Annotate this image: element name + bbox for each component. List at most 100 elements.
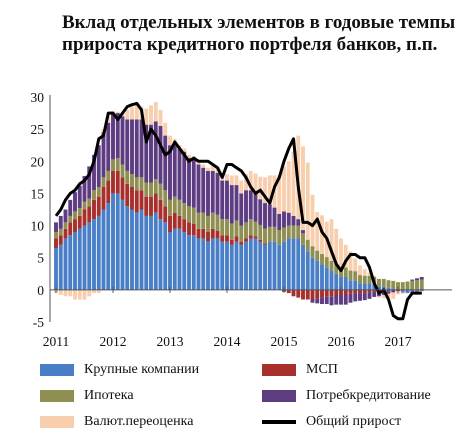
legend-label-valyut: Валют.переоценка	[84, 414, 194, 429]
bar-segment	[125, 183, 130, 207]
bar-segment	[125, 109, 130, 120]
bar-segment	[310, 289, 315, 300]
bar-segment	[329, 270, 334, 290]
bar-segment	[301, 146, 305, 231]
bar-segment	[244, 174, 248, 191]
bar-segment	[82, 209, 87, 226]
bar-segment	[320, 289, 324, 298]
x-tick-label: 2014	[214, 334, 241, 349]
bar-segment	[111, 159, 115, 171]
bar-segment	[210, 164, 215, 171]
bar-segment	[248, 190, 253, 220]
bar-segment	[229, 223, 234, 240]
bar-segment	[210, 238, 215, 290]
x-tick-label: 2015	[271, 334, 298, 349]
bar-segment	[206, 232, 210, 242]
bar-segment	[291, 238, 296, 290]
x-tick-label: 2017	[385, 334, 412, 349]
bar-segment	[263, 228, 267, 244]
bar-segment	[267, 204, 272, 227]
bar-segment	[277, 230, 282, 245]
bar-segment	[77, 228, 82, 290]
bar-segment	[149, 196, 153, 216]
bar-segment	[282, 166, 286, 212]
bar-segment	[73, 289, 77, 300]
y-tick-label: 10	[31, 219, 45, 234]
bar-segment	[310, 246, 315, 258]
bar-segment	[106, 180, 111, 204]
bar-segment	[130, 106, 134, 120]
bar-segment	[362, 283, 367, 290]
bar-segment	[377, 278, 381, 287]
bar-segment	[134, 119, 139, 178]
bar-segment	[305, 162, 310, 240]
bar-segment	[381, 295, 386, 299]
bar-segment	[206, 215, 210, 232]
legend-swatch-potreb	[262, 390, 296, 402]
bar-segment	[415, 289, 419, 292]
bar-segment	[201, 212, 206, 229]
bar-segment	[73, 232, 77, 290]
bar-segment	[206, 167, 210, 171]
bar-segment	[134, 177, 139, 191]
bar-segment	[92, 190, 96, 200]
chart-plot-area: -5 0 5 10 15 20 25 30 2011 2012 2013 2014 2015 2016 20…	[31, 90, 452, 349]
bar-segment	[163, 222, 168, 290]
bar-segment	[386, 287, 391, 290]
bar-segment	[248, 235, 253, 239]
bar-segment	[305, 251, 310, 290]
bar-segment	[187, 222, 191, 236]
bar-segment	[77, 289, 82, 300]
bar-segment	[248, 219, 253, 236]
bar-segment	[381, 278, 386, 287]
bar-segment	[106, 170, 111, 181]
bar-segment	[153, 102, 158, 122]
bar-segment	[367, 272, 372, 276]
bar-segment	[187, 235, 191, 290]
bar-segment	[58, 215, 63, 229]
legend-swatch-obshchiy	[262, 420, 296, 424]
legend-item-valyut: Валют.переоценка	[40, 414, 193, 430]
bar-segment	[329, 219, 334, 261]
bar-segment	[405, 289, 410, 294]
bar-segment	[82, 176, 87, 202]
bar-segment	[310, 257, 315, 290]
legend-label-potreb: Потребкредитование	[306, 388, 431, 403]
bar-segment	[115, 158, 120, 171]
bar-segment	[248, 170, 253, 191]
y-tick-label: 25	[31, 122, 45, 137]
bar-segment	[225, 180, 229, 220]
legend-item-krupnye: Крупные компании	[40, 362, 199, 378]
bar-segment	[54, 248, 58, 290]
bar-segment	[177, 148, 182, 200]
bar-segment	[115, 170, 120, 194]
bar-segment	[130, 209, 134, 290]
bar-segment	[286, 238, 291, 290]
bar-segment	[77, 215, 82, 229]
bar-segment	[201, 164, 206, 168]
bar-segment	[296, 238, 301, 290]
bar-segment	[196, 238, 201, 290]
bar-segment	[310, 194, 315, 247]
bar-segment	[391, 288, 396, 290]
bar-segment	[329, 296, 334, 306]
bar-segment	[358, 283, 362, 290]
bar-segment	[58, 228, 63, 236]
y-tick-label: 20	[31, 154, 45, 169]
bar-segment	[391, 292, 396, 299]
bar-segment	[263, 177, 267, 204]
bar-segment	[253, 236, 258, 239]
bar-segment	[210, 170, 215, 213]
bar-segment	[367, 292, 372, 299]
bar-segment	[191, 223, 196, 236]
bar-segment	[348, 280, 353, 290]
bar-segment	[92, 199, 96, 220]
bar-segment	[158, 183, 163, 200]
bar-segment	[96, 145, 101, 187]
bar-segment	[367, 289, 372, 293]
bar-segment	[277, 175, 282, 214]
bar-segment	[244, 222, 248, 239]
bar-segment	[372, 275, 377, 277]
bar-segment	[377, 296, 381, 298]
legend-label-obshchiy: Общий прирост	[306, 414, 402, 429]
